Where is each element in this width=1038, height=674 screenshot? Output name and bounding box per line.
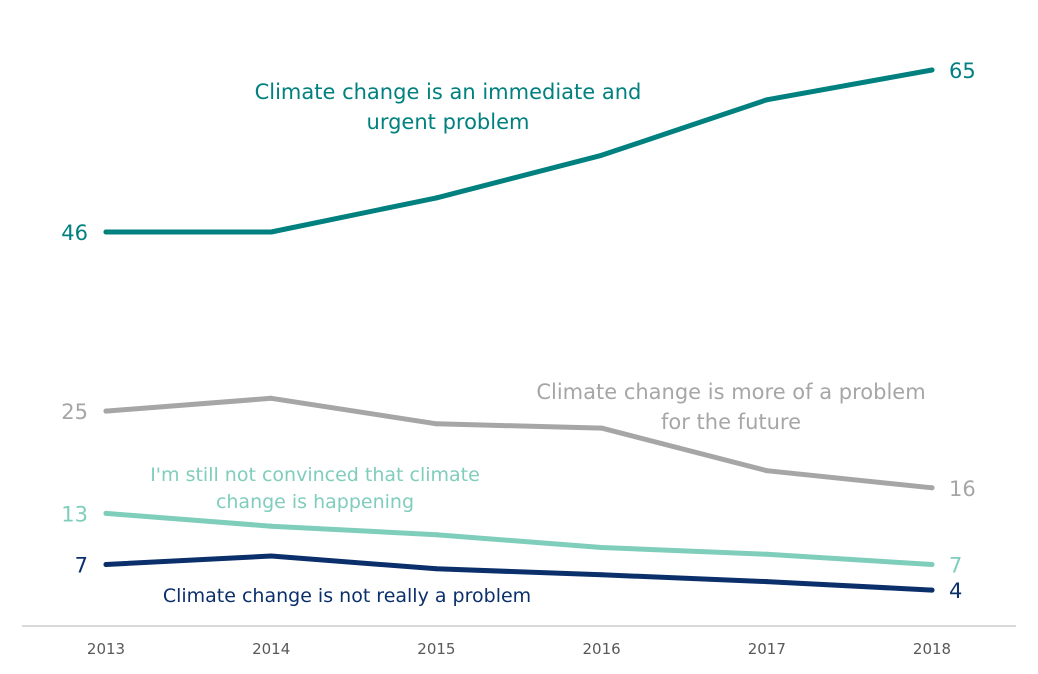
x-tick-label-2016: 2016: [583, 640, 621, 658]
series-4-point-2017: [764, 579, 770, 585]
series-4-end-value-label: 4: [949, 579, 962, 603]
x-tick-label-2015: 2015: [417, 640, 455, 658]
series-4-line: [103, 553, 935, 593]
series-3-point-2014: [268, 523, 274, 529]
series-3-point-2015: [433, 532, 439, 538]
series-2-point-2016: [599, 425, 605, 431]
series-2-point-2018: [929, 485, 935, 491]
x-tick-label-2013: 2013: [87, 640, 125, 658]
series-3-name-label-line-2: change is happening: [216, 491, 414, 513]
x-tick-label-2018: 2018: [913, 640, 951, 658]
series-4-point-2013: [103, 562, 109, 568]
series-3-end-value-label: 7: [949, 554, 962, 578]
series-2-point-2014: [268, 395, 274, 401]
series-3-start-value-label: 13: [61, 502, 88, 526]
x-axis-ticks: 2013 2014 2015 2016 2017 2018: [87, 640, 951, 658]
series-2-name-label-line-1: Climate change is more of a problem: [536, 380, 925, 404]
series-3-name-label-line-1: I'm still not convinced that climate: [150, 464, 480, 486]
x-tick-label-2014: 2014: [252, 640, 290, 658]
series-1-line: [103, 67, 935, 235]
series-1-point-2013: [103, 229, 109, 235]
x-tick-label-2017: 2017: [748, 640, 786, 658]
series-3-point-2013: [103, 510, 109, 516]
series-1-point-2017: [764, 97, 770, 103]
series-4-point-2015: [433, 566, 439, 572]
series-2-start-value-label: 25: [61, 400, 88, 424]
series-3-point-2018: [929, 562, 935, 568]
series-4-name-label-line-1: Climate change is not really a problem: [163, 585, 531, 607]
series-3-line: [103, 510, 935, 567]
series-1-start-value-label: 46: [61, 221, 88, 245]
series-2-point-2015: [433, 421, 439, 427]
series-1-end-value-label: 65: [949, 59, 976, 83]
series-2-point-2013: [103, 408, 109, 414]
series-1-name-label-line-2: urgent problem: [367, 110, 530, 134]
series-lines: [103, 67, 935, 593]
series-2-line: [103, 395, 935, 491]
series-4-point-2018: [929, 587, 935, 593]
series-1-point-2014: [268, 229, 274, 235]
series-2-point-2017: [764, 468, 770, 474]
series-1-name-label-line-1: Climate change is an immediate and: [255, 80, 642, 104]
series-2-name-label-line-2: for the future: [661, 410, 801, 434]
series-4-point-2016: [599, 572, 605, 578]
series-3-point-2017: [764, 551, 770, 557]
series-1-point-2016: [599, 152, 605, 158]
series-3-point-2016: [599, 544, 605, 550]
series-4-start-value-label: 7: [75, 554, 88, 578]
series-1-point-2015: [433, 195, 439, 201]
series-1-point-2018: [929, 67, 935, 73]
series-4-point-2014: [268, 553, 274, 559]
series-labels: 46 65 Climate change is an immediate and ur…: [61, 59, 975, 607]
series-2-end-value-label: 16: [949, 477, 976, 501]
